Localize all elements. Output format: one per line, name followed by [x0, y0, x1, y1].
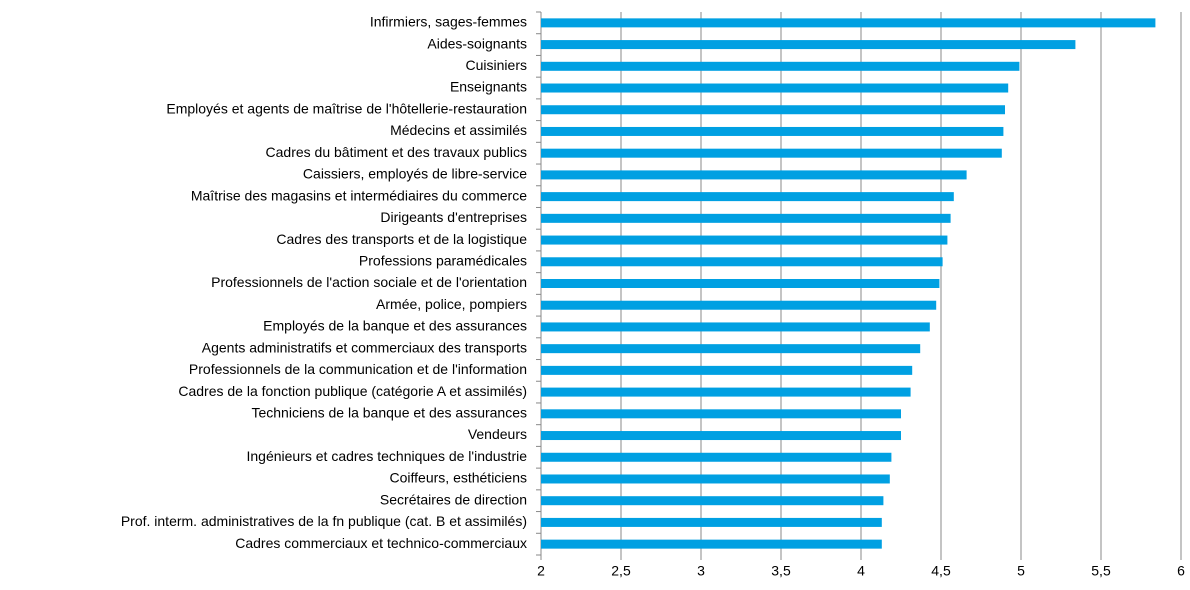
y-tick-label: Caissiers, employés de libre-service [303, 166, 527, 182]
bar [541, 365, 913, 375]
y-tick-label: Cadres des transports et de la logistiqu… [276, 231, 527, 247]
x-tick-label: 5 [1017, 563, 1025, 579]
bar [541, 18, 1156, 28]
bar [541, 279, 940, 288]
y-tick-label: Dirigeants d'entreprises [380, 209, 527, 225]
bar [541, 322, 930, 332]
bar [541, 517, 882, 527]
bar [541, 452, 892, 462]
y-tick-label: Professionnels de l'action sociale et de… [211, 274, 527, 290]
y-tick-label: Enseignants [450, 79, 527, 95]
x-tick-label: 2,5 [611, 563, 631, 579]
y-tick-label: Ingénieurs et cadres techniques de l'ind… [246, 448, 527, 464]
bar [541, 213, 951, 223]
y-tick-label: Employés et agents de maîtrise de l'hôte… [166, 100, 527, 116]
bar [541, 539, 882, 549]
bar [541, 257, 943, 267]
y-tick-label: Agents administratifs et commerciaux des… [202, 339, 527, 355]
bar [541, 192, 954, 202]
y-tick-label: Cuisiniers [466, 57, 527, 73]
bar [541, 105, 1005, 115]
y-tick-label: Professions paramédicales [359, 252, 527, 268]
bar [541, 431, 901, 441]
bar [541, 387, 911, 397]
bar [541, 148, 1002, 158]
x-tick-label: 3,5 [771, 563, 791, 579]
y-tick-label: Maîtrise des magasins et intermédiaires … [191, 187, 527, 203]
y-tick-label: Secrétaires de direction [380, 491, 527, 507]
y-tick-label: Coiffeurs, esthéticiens [390, 470, 527, 486]
bar [541, 126, 1004, 136]
bar [541, 496, 884, 506]
y-tick-label: Cadres du bâtiment et des travaux public… [266, 144, 527, 160]
x-tick-label: 2 [537, 563, 545, 579]
bar [541, 40, 1076, 50]
bar [541, 61, 1020, 71]
y-tick-label: Employés de la banque et des assurances [263, 318, 527, 334]
y-tick-label: Prof. interm. administratives de la fn p… [121, 513, 527, 529]
x-tick-label: 5,5 [1091, 563, 1111, 579]
y-tick-label: Professionnels de la communication et de… [189, 361, 527, 377]
y-tick-label: Infirmiers, sages-femmes [370, 14, 527, 30]
bar [541, 344, 921, 354]
bar [541, 235, 948, 245]
y-tick-label: Aides-soignants [427, 35, 527, 51]
y-tick-label: Médecins et assimilés [390, 122, 527, 138]
y-tick-label: Techniciens de la banque et des assuranc… [251, 405, 527, 421]
bar [541, 474, 890, 484]
y-tick-label: Armée, police, pompiers [376, 296, 527, 312]
x-tick-label: 3 [697, 563, 705, 579]
y-tick-label: Cadres de la fonction publique (catégori… [178, 383, 527, 399]
x-tick-label: 4,5 [931, 563, 951, 579]
x-tick-label: 6 [1177, 563, 1185, 579]
bar [541, 170, 967, 180]
bar [541, 409, 901, 419]
y-tick-label: Vendeurs [468, 426, 527, 442]
y-tick-label: Cadres commerciaux et technico-commercia… [235, 535, 527, 551]
x-tick-label: 4 [857, 563, 865, 579]
bar [541, 83, 1009, 93]
bar [541, 300, 937, 310]
